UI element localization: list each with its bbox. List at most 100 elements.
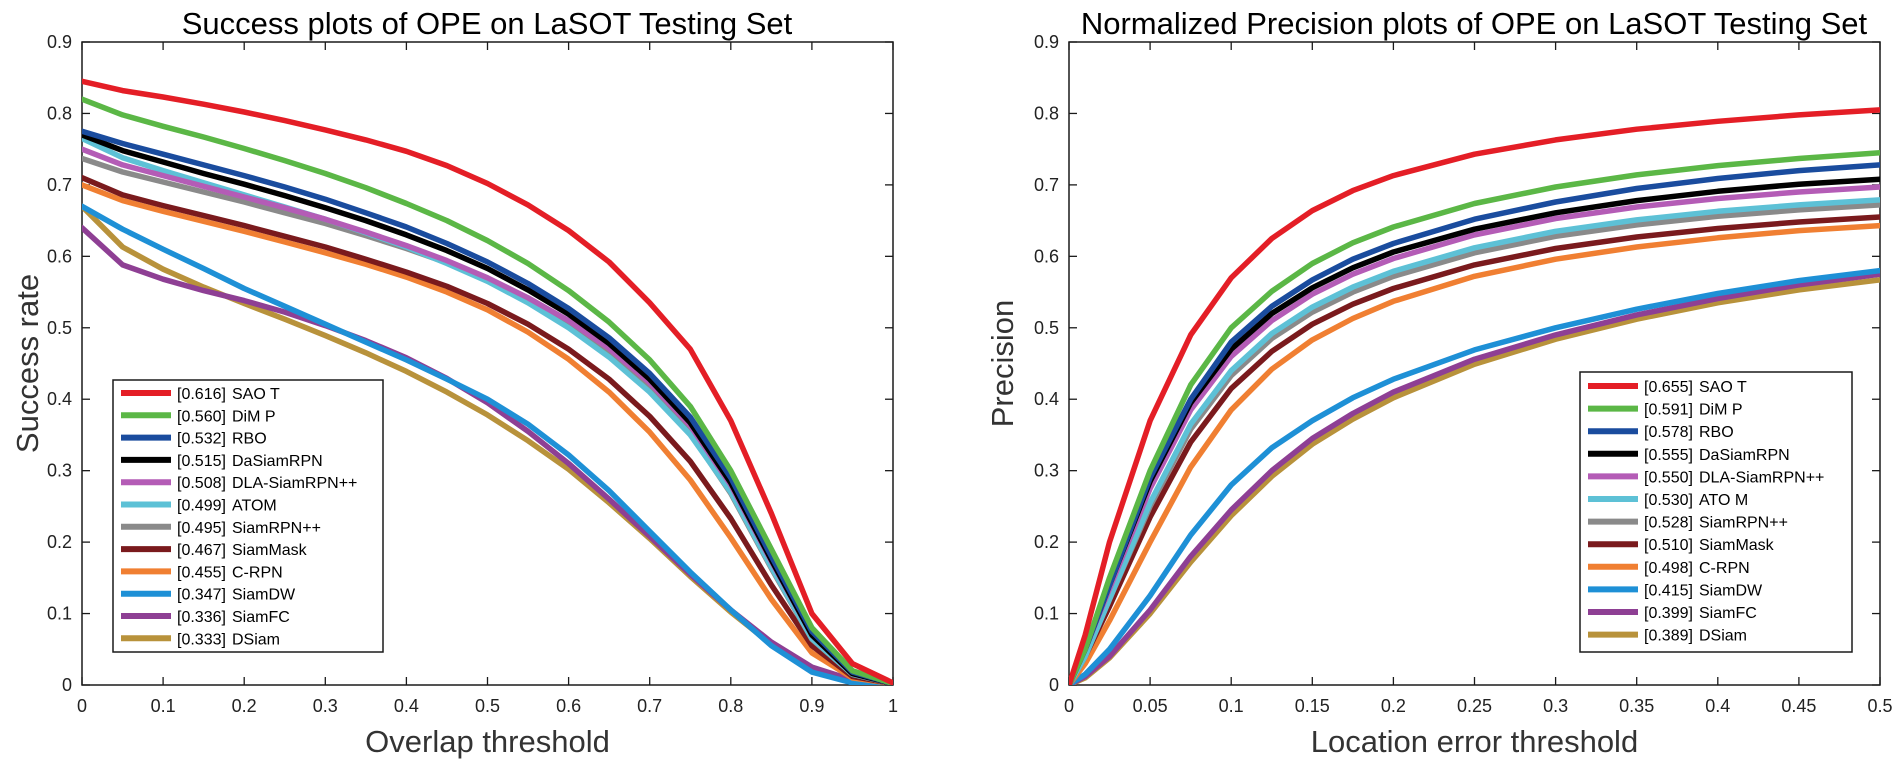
y-tick-label: 0.5 — [1034, 318, 1059, 338]
series-line-siammask — [82, 174, 893, 685]
legend-score: [0.495] — [177, 520, 226, 537]
y-tick-label: 0.8 — [1034, 103, 1059, 123]
series-line-siammask — [1069, 214, 1880, 685]
x-tick-label: 0 — [77, 696, 87, 716]
legend-score: [0.333] — [177, 631, 226, 648]
x-tick-label: 0.5 — [475, 696, 500, 716]
y-tick-label: 0.1 — [1034, 604, 1059, 624]
x-tick-label: 0.25 — [1457, 696, 1492, 716]
y-tick-label: 0 — [62, 675, 72, 695]
series-line-dim-p — [1069, 149, 1880, 685]
legend: [0.616] SAO T [0.560] DiM P [0.532] RBO [0.515… — [112, 379, 384, 653]
legend-label: ATOM — [232, 498, 277, 515]
legend-score: [0.455] — [177, 564, 226, 581]
series-line-c-rpn — [1069, 222, 1880, 685]
legend-label: DaSiamRPN — [232, 453, 323, 470]
y-tick-label: 0.1 — [47, 604, 72, 624]
legend-score: [0.499] — [177, 498, 226, 515]
legend-label: SiamMask — [232, 542, 308, 559]
y-tick-label: 0.4 — [47, 389, 72, 409]
legend-label: DiM P — [232, 408, 276, 425]
x-tick-label: 0.3 — [1543, 696, 1568, 716]
y-tick-label: 0.3 — [1034, 461, 1059, 481]
series-line-rbo — [82, 128, 893, 685]
x-tick-label: 0 — [1064, 696, 1074, 716]
legend-label: DaSiamRPN — [1699, 447, 1790, 464]
x-tick-label: 0.05 — [1133, 696, 1168, 716]
legend-label: RBO — [232, 431, 267, 448]
legend-score: [0.389] — [1644, 628, 1693, 645]
legend-score: [0.578] — [1644, 424, 1693, 441]
x-tick-label: 0.3 — [313, 696, 338, 716]
x-tick-label: 0.2 — [1381, 696, 1406, 716]
legend-score: [0.616] — [177, 386, 226, 403]
y-tick-label: 0.8 — [47, 103, 72, 123]
legend-score: [0.415] — [1644, 582, 1693, 599]
legend-label: RBO — [1699, 424, 1734, 441]
series-line-siamdw — [82, 203, 893, 685]
x-tick-label: 0.1 — [1219, 696, 1244, 716]
y-tick-label: 0 — [1049, 675, 1059, 695]
y-tick-label: 0.7 — [47, 175, 72, 195]
x-tick-label: 1 — [888, 696, 898, 716]
series-line-atom — [82, 135, 893, 685]
y-tick-label: 0.3 — [47, 461, 72, 481]
legend-score: [0.550] — [1644, 469, 1693, 486]
legend-label: SiamFC — [1699, 605, 1757, 622]
legend-score: [0.467] — [177, 542, 226, 559]
chart-2: 0 0.05 0.1 0.15 0.2 0.25 0.3 0.35 0.4 0.45 0.5 0 0.1… — [985, 6, 1893, 759]
x-tick-label: 0.45 — [1781, 696, 1816, 716]
legend-label: SAO T — [1699, 379, 1747, 396]
x-tick-label: 0.1 — [151, 696, 176, 716]
x-tick-label: 0.4 — [1705, 696, 1730, 716]
chart-title: Success plots of OPE on LaSOT Testing Se… — [182, 6, 793, 41]
series-lines — [1069, 107, 1880, 685]
legend-label: SiamDW — [1699, 582, 1763, 599]
y-tick-label: 0.4 — [1034, 389, 1059, 409]
legend-score: [0.515] — [177, 453, 226, 470]
y-tick-label: 0.6 — [1034, 246, 1059, 266]
legend-label: SiamFC — [232, 609, 290, 626]
x-tick-label: 0.9 — [799, 696, 824, 716]
y-tick-label: 0.5 — [47, 318, 72, 338]
legend-score: [0.591] — [1644, 402, 1693, 419]
legend-label: C-RPN — [232, 564, 283, 581]
series-line-siamfc — [1069, 271, 1880, 685]
legend-box — [1579, 371, 1853, 653]
x-tick-label: 0.8 — [718, 696, 743, 716]
x-tick-label: 0.15 — [1295, 696, 1330, 716]
legend-label: SiamRPN++ — [232, 520, 321, 537]
chart-title: Normalized Precision plots of OPE on LaS… — [1081, 6, 1868, 41]
legend-label: DiM P — [1699, 402, 1743, 419]
legend-box — [112, 379, 384, 653]
y-tick-label: 0.7 — [1034, 175, 1059, 195]
x-tick-label: 0.4 — [394, 696, 419, 716]
legend-score: [0.347] — [177, 587, 226, 604]
legend-score: [0.508] — [177, 475, 226, 492]
x-tick-label: 0.6 — [556, 696, 581, 716]
legend-label: DLA-SiamRPN++ — [1699, 469, 1824, 486]
series-line-sao-t — [82, 78, 893, 685]
chart-1: 0 0.1 0.2 0.3 0.4 0.5 0.6 0.7 0.8 0.9 1 0 0.1 0.2 0.3 0… — [10, 6, 898, 759]
x-tick-label: 0.7 — [637, 696, 662, 716]
legend-score: [0.555] — [1644, 447, 1693, 464]
legend-score: [0.528] — [1644, 515, 1693, 532]
y-tick-label: 0.2 — [1034, 532, 1059, 552]
legend-score: [0.530] — [1644, 492, 1693, 509]
series-lines — [82, 78, 893, 685]
legend-label: SAO T — [232, 386, 280, 403]
legend-label: SiamRPN++ — [1699, 515, 1788, 532]
legend-label: DSiam — [232, 631, 280, 648]
legend-score: [0.532] — [177, 431, 226, 448]
series-line-c-rpn — [82, 182, 893, 685]
legend-label: SiamMask — [1699, 537, 1775, 554]
y-tick-label: 0.9 — [47, 32, 72, 52]
x-axis-label: Overlap threshold — [365, 724, 610, 759]
legend-score: [0.498] — [1644, 560, 1693, 577]
legend-label: C-RPN — [1699, 560, 1750, 577]
legend-score: [0.655] — [1644, 379, 1693, 396]
legend-score: [0.336] — [177, 609, 226, 626]
x-tick-label: 0.35 — [1619, 696, 1654, 716]
